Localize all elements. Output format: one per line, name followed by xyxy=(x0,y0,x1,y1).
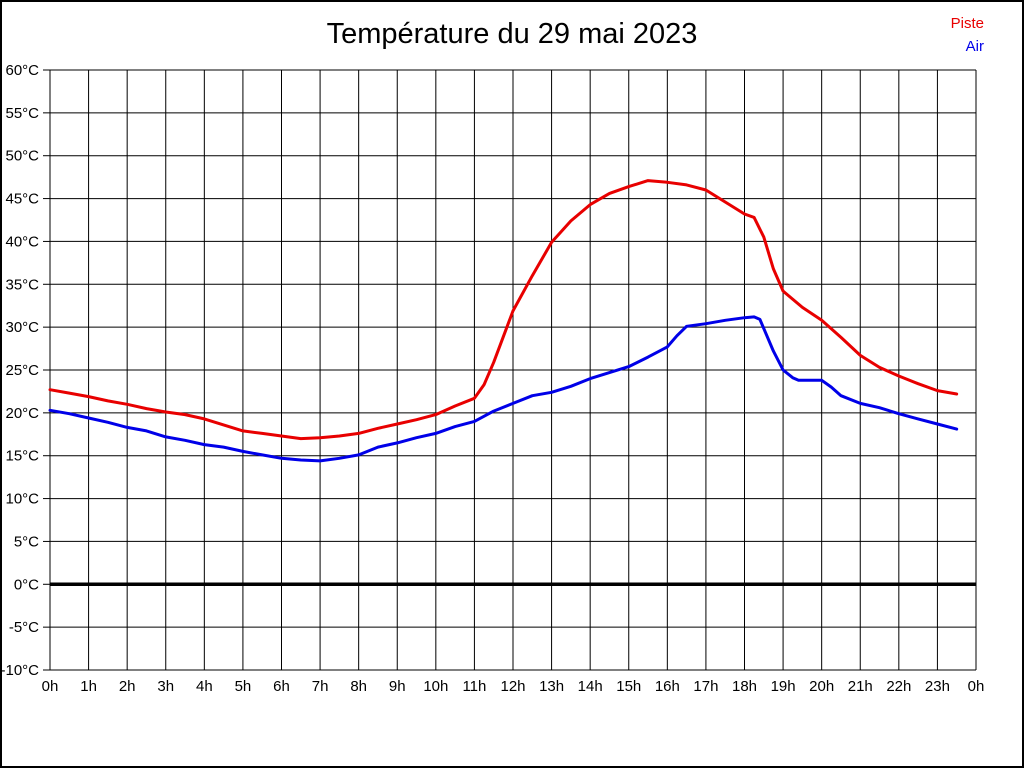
x-axis-label: 0h xyxy=(42,678,59,695)
y-axis-label: 60°C xyxy=(5,62,39,79)
x-axis-label: 1h xyxy=(80,678,97,695)
x-axis-label: 4h xyxy=(196,678,213,695)
y-axis-label: 40°C xyxy=(5,233,39,250)
x-axis-label: 14h xyxy=(578,678,603,695)
x-axis-label: 15h xyxy=(616,678,641,695)
x-axis-label: 0h xyxy=(968,678,985,695)
y-axis-label: 55°C xyxy=(5,105,39,122)
x-axis-label: 17h xyxy=(693,678,718,695)
y-axis-label: 0°C xyxy=(14,576,39,593)
y-axis-label: 5°C xyxy=(14,533,39,550)
x-axis-label: 7h xyxy=(312,678,329,695)
x-axis-label: 2h xyxy=(119,678,136,695)
y-axis-label: 25°C xyxy=(5,362,39,379)
x-axis-label: 8h xyxy=(350,678,367,695)
x-axis-label: 23h xyxy=(925,678,950,695)
piste-series-line xyxy=(48,179,959,441)
x-axis-label: 5h xyxy=(235,678,252,695)
x-axis-label: 6h xyxy=(273,678,290,695)
x-axis-label: 22h xyxy=(886,678,911,695)
y-axis-label: 30°C xyxy=(5,319,39,336)
y-axis-label: 15°C xyxy=(5,448,39,465)
x-axis-label: 16h xyxy=(655,678,680,695)
y-axis-label: 10°C xyxy=(5,491,39,508)
x-axis-label: 9h xyxy=(389,678,406,695)
x-axis-label: 21h xyxy=(848,678,873,695)
y-axis-label: -5°C xyxy=(9,619,39,636)
y-axis-label: 35°C xyxy=(5,276,39,293)
y-axis-label: 20°C xyxy=(5,405,39,422)
x-axis-label: 12h xyxy=(500,678,525,695)
x-axis-label: 13h xyxy=(539,678,564,695)
x-axis-label: 20h xyxy=(809,678,834,695)
legend-air-label: Air xyxy=(965,38,984,55)
x-axis-label: 19h xyxy=(771,678,796,695)
x-axis-label: 18h xyxy=(732,678,757,695)
chart-title: Température du 29 mai 2023 xyxy=(326,18,698,50)
x-axis-label: 10h xyxy=(423,678,448,695)
y-axis-label: 50°C xyxy=(5,148,39,165)
y-axis-label: -10°C xyxy=(2,662,39,679)
legend-piste-label: Piste xyxy=(950,15,984,32)
x-axis-label: 3h xyxy=(157,678,174,695)
y-axis-label: 45°C xyxy=(5,191,39,208)
chart-legend: Piste Air xyxy=(951,12,984,58)
x-axis-label: 11h xyxy=(462,678,486,695)
air-series-line xyxy=(48,315,959,463)
